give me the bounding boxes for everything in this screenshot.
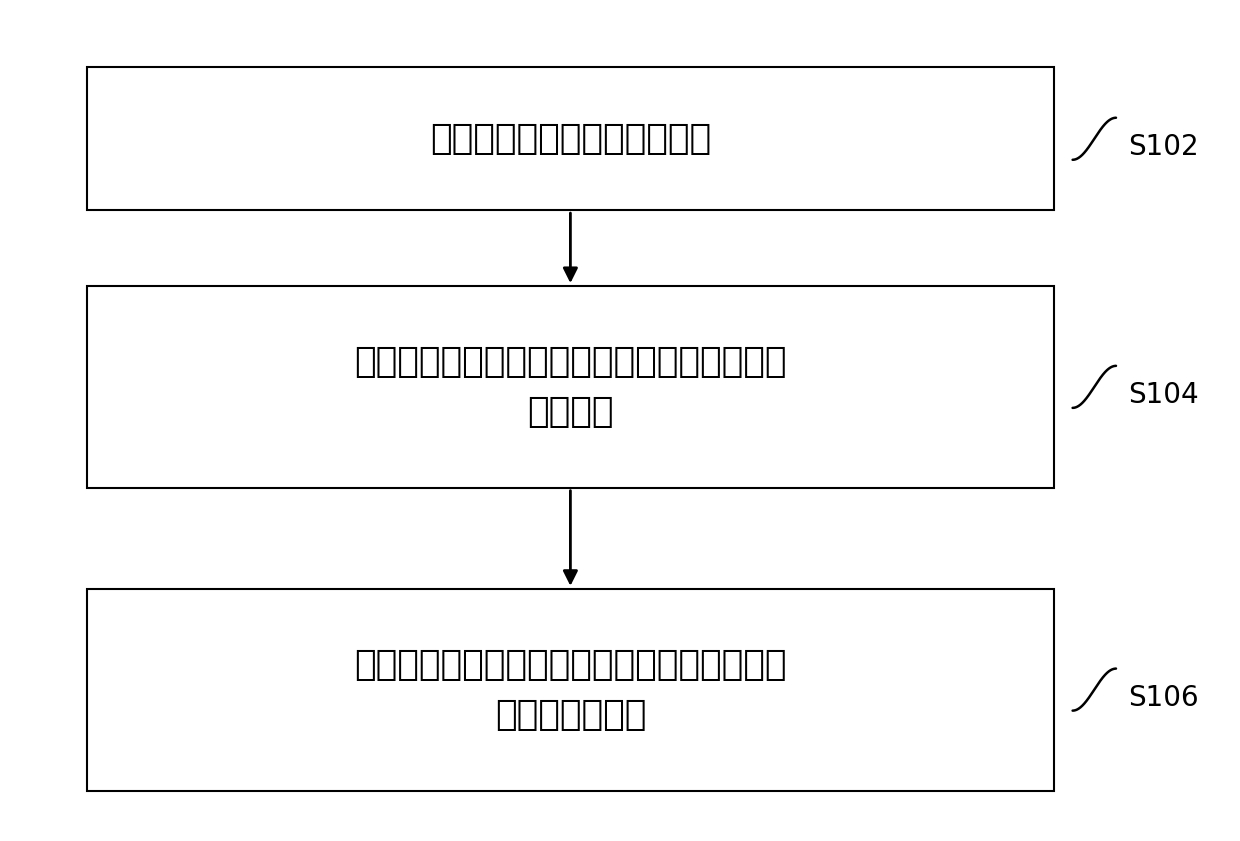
Text: S106: S106 bbox=[1128, 684, 1199, 712]
FancyBboxPatch shape bbox=[87, 286, 1054, 488]
FancyBboxPatch shape bbox=[87, 589, 1054, 791]
Text: S104: S104 bbox=[1128, 381, 1199, 410]
Text: 使用调节值对阶跃基值信号进行调节，得到目
标脉宽调制信号: 使用调节值对阶跃基值信号进行调节，得到目 标脉宽调制信号 bbox=[355, 648, 786, 732]
FancyBboxPatch shape bbox=[87, 67, 1054, 210]
Text: 根据基准值和外部输入的目标脉宽调制值，确
定调节值: 根据基准值和外部输入的目标脉宽调制值，确 定调节值 bbox=[355, 345, 786, 429]
Text: S102: S102 bbox=[1128, 133, 1199, 161]
Text: 加载预先设置的阶跃基值信号: 加载预先设置的阶跃基值信号 bbox=[430, 122, 711, 156]
